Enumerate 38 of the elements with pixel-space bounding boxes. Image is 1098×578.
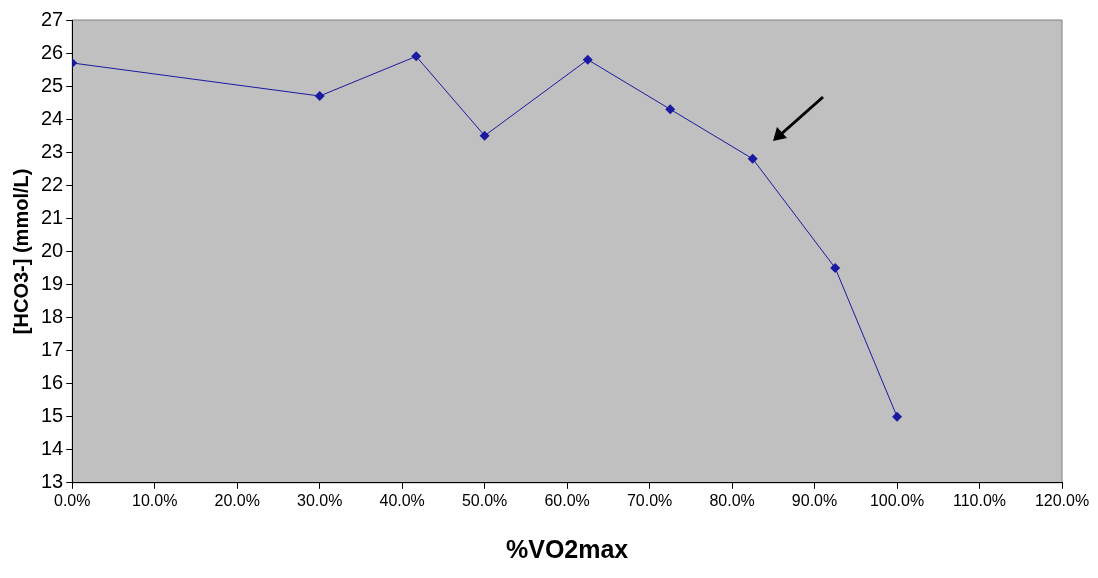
x-tick-label: 90.0% <box>791 491 838 509</box>
point <box>892 411 903 422</box>
x-tick-label: 10.0% <box>132 491 178 509</box>
x-tick-label: 120.0% <box>1034 491 1090 509</box>
y-axis-title: [HCO3-] (mmol/L) <box>9 168 32 335</box>
y-tick-label: 18 <box>41 305 64 328</box>
y-tick-label: 20 <box>41 238 64 261</box>
x-tick-label: 70.0% <box>626 491 673 509</box>
y-tick-label: 16 <box>41 371 64 394</box>
y-tick-label: 14 <box>41 437 64 460</box>
x-tick-label: 30.0% <box>297 491 343 509</box>
x-tick-label: 60.0% <box>544 491 590 509</box>
x-tick-label: 100.0% <box>869 491 925 509</box>
y-tick-label: 24 <box>41 106 64 129</box>
y-tick-label: 21 <box>41 205 64 228</box>
point <box>830 262 841 273</box>
y-tick-label: 15 <box>41 404 64 427</box>
x-tick-label: 80.0% <box>709 491 755 509</box>
x-tick-label: 0.0% <box>54 491 91 509</box>
x-tick-label: 20.0% <box>214 491 260 509</box>
y-tick-label: 22 <box>41 172 64 195</box>
x-tick-label: 50.0% <box>461 491 508 509</box>
y-tick-label: 23 <box>41 139 64 162</box>
point <box>314 91 325 102</box>
x-axis-title: %VO2max <box>505 534 629 563</box>
y-tick-label: 26 <box>41 40 64 63</box>
point <box>747 153 758 164</box>
y-tick-label: 17 <box>41 338 64 361</box>
y-tick-label: 27 <box>41 7 64 30</box>
y-tick-label: 13 <box>41 470 64 493</box>
y-tick-label: 19 <box>41 271 64 294</box>
point <box>582 54 593 65</box>
y-tick-label: 25 <box>41 73 64 96</box>
point <box>411 51 422 62</box>
point <box>665 104 676 115</box>
point <box>479 130 490 141</box>
x-tick-label: 110.0% <box>952 491 1007 509</box>
x-tick-label: 40.0% <box>379 491 425 509</box>
